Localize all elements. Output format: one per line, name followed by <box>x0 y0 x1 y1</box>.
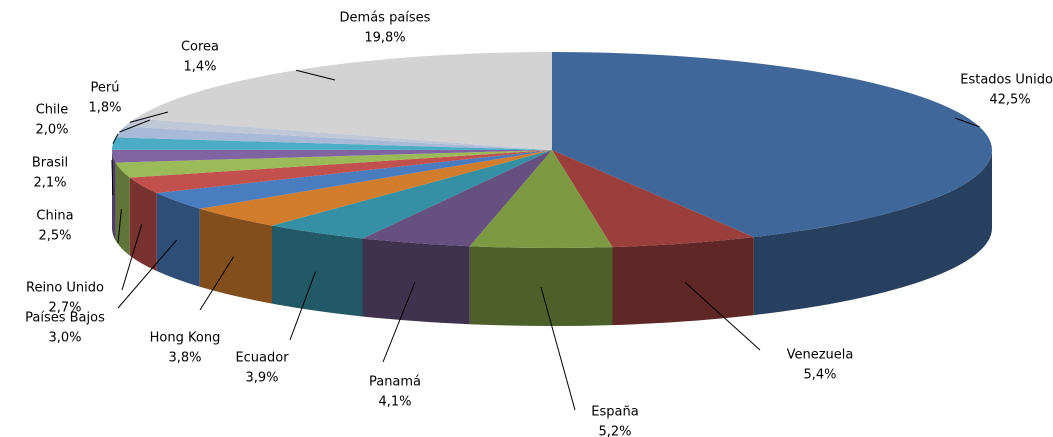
leader-line <box>117 209 122 244</box>
slice-label: Reino Unido <box>26 281 104 296</box>
slice-side <box>156 193 200 287</box>
leader-line <box>289 271 316 341</box>
slice-side <box>129 177 157 272</box>
slice-label: Perú <box>91 81 120 96</box>
leader-line <box>117 239 177 309</box>
slice-value-label: 1,4% <box>183 60 216 75</box>
slice-value-label: 5,2% <box>598 425 631 437</box>
slice-label: España <box>591 405 638 420</box>
leader-line <box>684 282 761 351</box>
slice-label: Chile <box>36 103 69 118</box>
slice-side <box>272 225 363 317</box>
slice <box>112 149 552 163</box>
slice <box>124 118 552 150</box>
slice-value-label: 2,5% <box>38 229 71 244</box>
slice-value-label: 42,5% <box>989 93 1030 108</box>
slice-label: Panamá <box>369 375 421 390</box>
leader-line <box>382 281 416 363</box>
slice-label: Países Bajos <box>25 311 105 326</box>
slice <box>469 150 613 248</box>
leader-line <box>295 69 336 81</box>
slice-value-label: 2,1% <box>33 176 66 191</box>
leader-line <box>540 286 576 411</box>
slice-label: Demás países <box>340 11 431 26</box>
slice-side <box>753 150 992 316</box>
slice-value-label: 5,4% <box>803 368 836 383</box>
slice <box>552 150 754 248</box>
slice-label: Venezuela <box>787 348 854 363</box>
slice <box>115 126 552 150</box>
slice-label: Ecuador <box>235 351 289 366</box>
slice <box>115 150 552 178</box>
slice-value-label: 3,8% <box>168 351 201 366</box>
slice-label: Corea <box>181 40 219 55</box>
slice <box>129 150 552 194</box>
slice <box>362 150 552 247</box>
slice-value-label: 2,0% <box>35 123 68 138</box>
slice-value-label: 4,1% <box>378 395 411 410</box>
leader-line <box>119 119 151 133</box>
slice <box>156 150 553 209</box>
slice-value-label: 3,9% <box>245 371 278 386</box>
slice-value-label: 3,0% <box>48 331 81 346</box>
leader-line <box>129 111 169 123</box>
slice <box>199 150 552 226</box>
slice <box>135 52 552 150</box>
slice-value-label: 1,8% <box>88 101 121 116</box>
slice-label: Estados Unidos <box>960 73 1053 88</box>
slice-side <box>612 237 754 326</box>
leader-line <box>121 224 143 291</box>
slice-value-label: 2,7% <box>48 301 81 316</box>
slice <box>112 137 552 150</box>
slice-side <box>469 246 613 327</box>
slice-side <box>199 208 273 304</box>
slice-label: Brasil <box>32 156 68 171</box>
slice-value-label: 19,8% <box>364 31 405 46</box>
slice-side <box>112 150 116 241</box>
slice-label: China <box>36 209 73 224</box>
slice-label: Hong Kong <box>150 331 221 346</box>
slice <box>552 52 992 238</box>
leader-line <box>112 133 119 144</box>
slice-side <box>362 238 470 325</box>
leader-line <box>199 256 235 311</box>
slice <box>272 150 552 239</box>
leader-line <box>111 159 114 196</box>
leader-line <box>954 117 980 128</box>
